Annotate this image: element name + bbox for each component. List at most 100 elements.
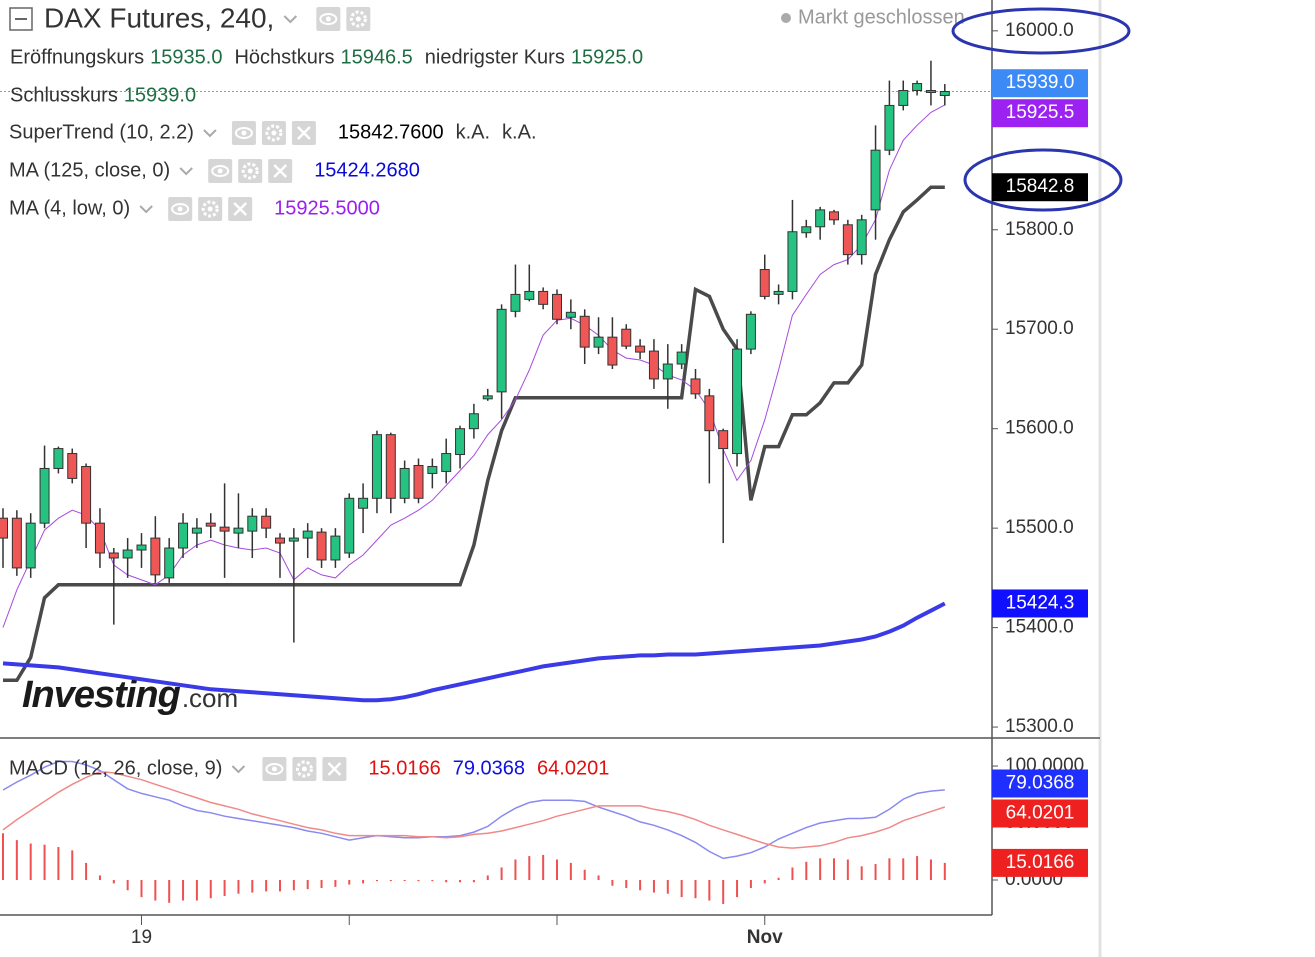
- candle-body: [842, 224, 853, 256]
- icon-glyph: [349, 10, 367, 28]
- dropdown-arrow[interactable]: [139, 205, 153, 214]
- indicator-value: 64.0201: [537, 757, 609, 779]
- candle-body: [468, 413, 479, 430]
- histogram-bar: [833, 858, 835, 881]
- histogram-bar: [334, 880, 337, 887]
- indicator-line: [2, 104, 946, 628]
- candle-body: [745, 313, 756, 350]
- dropdown-arrow[interactable]: [179, 167, 193, 176]
- histogram-bar: [15, 840, 18, 881]
- histogram-bar: [154, 880, 157, 901]
- indicator-value: k.A.: [502, 121, 536, 143]
- candle-body: [648, 350, 659, 380]
- candle-body: [178, 522, 189, 549]
- icon-glyph: [271, 766, 277, 772]
- candle-body: [621, 328, 632, 347]
- market-status: Markt geschlossen: [798, 6, 965, 28]
- candle-body: [39, 467, 50, 524]
- candle-body: [884, 104, 895, 151]
- histogram-bar: [265, 880, 268, 892]
- candle-body: [690, 378, 701, 395]
- histogram-bar: [445, 880, 448, 883]
- histogram-bar: [140, 880, 143, 898]
- candle-body: [288, 537, 299, 542]
- icon-glyph: [319, 13, 338, 25]
- histogram-bar: [223, 880, 226, 896]
- price-badge: [992, 848, 1088, 877]
- icon-glyph: [327, 762, 342, 776]
- histogram-bar: [666, 880, 669, 894]
- histogram-bar: [209, 880, 212, 899]
- dropdown-arrow[interactable]: [283, 15, 298, 24]
- icon-glyph: [355, 16, 361, 22]
- y-tick-label: 15800.0: [1005, 219, 1074, 240]
- histogram-bar: [528, 856, 531, 881]
- price-badge: [992, 589, 1088, 618]
- candle-body: [247, 515, 258, 532]
- histogram-bar: [929, 859, 932, 881]
- histogram-bar: [763, 880, 766, 884]
- histogram-bar: [168, 880, 171, 903]
- histogram-bar: [279, 880, 281, 892]
- candle-body: [25, 522, 36, 569]
- candle-body: [81, 465, 92, 524]
- icon-glyph: [234, 127, 253, 139]
- histogram-bar: [902, 858, 905, 881]
- background-layer: Investing .com: [0, 91, 992, 716]
- indicator-value: 15424.2680: [314, 159, 420, 181]
- histogram-bar: [805, 861, 808, 881]
- candle-body: [524, 290, 535, 300]
- highlight-ellipse: [963, 148, 1123, 212]
- candle-body: [801, 226, 812, 234]
- histogram-bar: [749, 880, 752, 888]
- y-tick-label: 16000.0: [1005, 20, 1074, 41]
- candle-body: [815, 209, 826, 228]
- status-dot: [781, 13, 791, 23]
- price-badge-label: 15939.0: [1006, 72, 1075, 93]
- candle-body: [787, 231, 798, 292]
- icon-glyph: [241, 162, 259, 180]
- icon-glyph: [177, 206, 183, 212]
- histogram-bar: [112, 880, 115, 884]
- dropdown-arrow[interactable]: [203, 129, 217, 138]
- ohlc-value: 15946.5: [340, 46, 412, 68]
- ohlc-value: 15925.0: [571, 46, 643, 68]
- icon-glyph: [325, 16, 331, 22]
- candle-body: [191, 527, 202, 534]
- candle-body: [11, 517, 22, 569]
- histogram-bar: [860, 866, 863, 881]
- histogram-bar: [251, 880, 254, 893]
- histogram-bar: [874, 864, 877, 881]
- histogram-bar: [694, 880, 697, 899]
- icon-glyph: [265, 763, 284, 775]
- histogram-bar: [182, 880, 185, 901]
- macd-line: [2, 770, 946, 849]
- foreground-layer: 15300.0 15400.0 15500.0 15600.0 15700.0 15800…: [0, 2, 1088, 948]
- histogram-bar: [459, 880, 462, 883]
- histogram-bar: [486, 875, 489, 881]
- candle-body: [330, 535, 341, 561]
- histogram-bar: [29, 843, 32, 881]
- candle-body: [718, 430, 729, 450]
- histogram-bar: [819, 858, 822, 881]
- ohlc-label: Höchstkurs: [234, 46, 334, 68]
- y-tick-label: 15700.0: [1005, 318, 1074, 339]
- dropdown-arrow[interactable]: [231, 765, 246, 774]
- histogram-bar: [375, 880, 378, 882]
- candle-body: [593, 336, 604, 348]
- candle-body: [205, 522, 216, 527]
- highlight-ellipse: [951, 7, 1131, 55]
- price-badge-label: 79.0368: [1006, 773, 1075, 794]
- candle-body: [829, 211, 839, 221]
- icon-glyph: [201, 200, 219, 218]
- indicator-name: MACD (12, 26, close, 9): [9, 757, 222, 779]
- histogram-bar: [2, 833, 4, 881]
- macd-line: [2, 760, 945, 860]
- candle-body: [371, 434, 382, 499]
- indicator-line: [2, 601, 946, 703]
- candle-body: [53, 448, 64, 469]
- candle-body: [427, 465, 438, 474]
